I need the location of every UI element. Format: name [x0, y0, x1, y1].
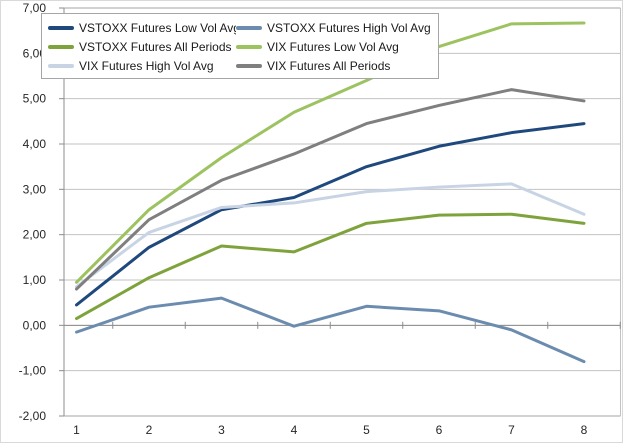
legend-line-swatch-icon [236, 44, 262, 49]
y-axis-label: -2,00 [19, 409, 47, 423]
x-axis-label: 2 [146, 423, 153, 437]
y-axis-label: 2,00 [23, 228, 47, 242]
y-axis-label: 5,00 [23, 92, 47, 106]
x-axis-label: 6 [436, 423, 443, 437]
legend-item-2: VSTOXX Futures All Periods [48, 37, 236, 56]
y-axis-label: 4,00 [23, 137, 47, 151]
x-axis-label: 4 [291, 423, 298, 437]
x-axis-label: 3 [218, 423, 225, 437]
legend-line-swatch-icon [48, 63, 74, 68]
x-axis-label: 8 [581, 423, 588, 437]
y-axis-label: 1,00 [23, 273, 47, 287]
x-axis-label: 1 [73, 423, 80, 437]
y-axis-label: 3,00 [23, 182, 47, 196]
series-line-3 [75, 21, 586, 284]
legend-label: VSTOXX Futures Low Vol Avg [79, 20, 236, 35]
y-axis-label: 7,00 [23, 1, 47, 15]
legend-item-0: VSTOXX Futures Low Vol Avg [48, 18, 236, 37]
x-axis-label: 5 [363, 423, 370, 437]
legend-label: VSTOXX Futures All Periods [79, 39, 232, 54]
y-axis-label: 6,00 [23, 46, 47, 60]
x-axis-label: 7 [508, 423, 515, 437]
legend-item-5: VIX Futures All Periods [236, 56, 432, 75]
y-axis-label: 0,00 [23, 318, 47, 332]
chart-legend: VSTOXX Futures Low Vol Avg VSTOXX Futures… [41, 13, 439, 79]
legend-line-swatch-icon [48, 25, 74, 30]
series-line-1 [75, 296, 586, 364]
legend-label: VIX Futures Low Vol Avg [267, 39, 399, 54]
series-line-5 [75, 88, 586, 291]
legend-label: VIX Futures All Periods [267, 58, 391, 73]
legend-item-4: VIX Futures High Vol Avg [48, 56, 236, 75]
legend-label: VIX Futures High Vol Avg [79, 58, 214, 73]
legend-label: VSTOXX Futures High Vol Avg [267, 20, 431, 35]
series-line-0 [75, 122, 586, 307]
legend-line-swatch-icon [48, 44, 74, 49]
legend-line-swatch-icon [236, 63, 262, 68]
y-axis-label: -1,00 [19, 364, 47, 378]
legend-line-swatch-icon [236, 25, 262, 30]
legend-item-3: VIX Futures Low Vol Avg [236, 37, 432, 56]
series-line-2 [75, 212, 586, 321]
legend-item-1: VSTOXX Futures High Vol Avg [236, 18, 432, 37]
series-line-4 [75, 182, 586, 289]
